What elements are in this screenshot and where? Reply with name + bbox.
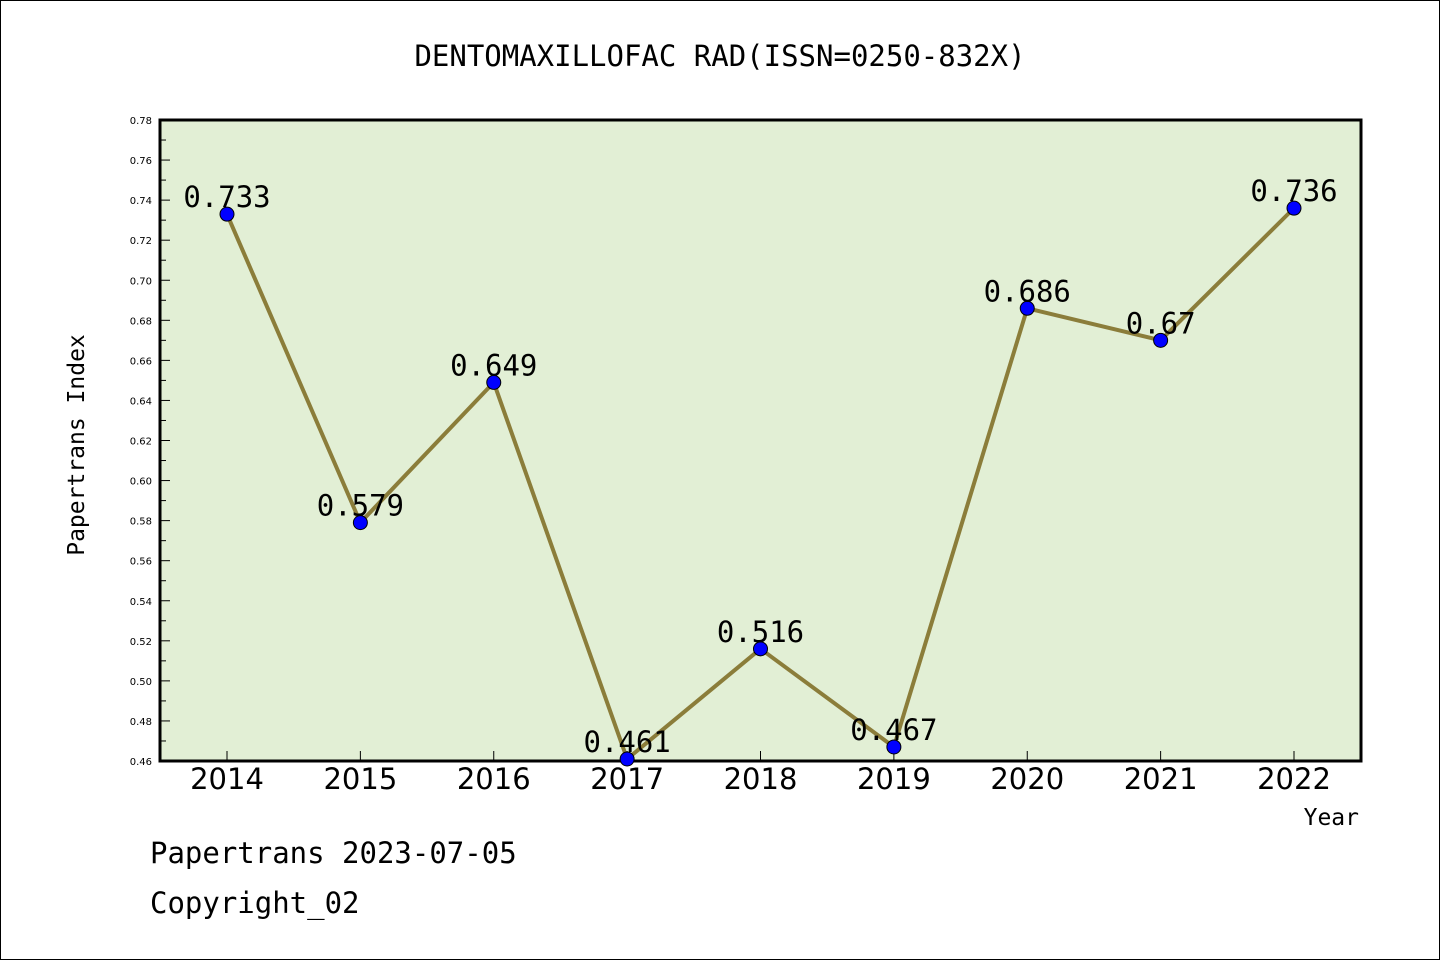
- data-point: [1286, 200, 1302, 216]
- chart-title: DENTOMAXILLOFAC RAD(ISSN=0250-832X): [414, 39, 1025, 73]
- data-label: 0.649: [450, 348, 537, 382]
- data-point: [486, 374, 502, 390]
- data-label: 0.467: [850, 713, 937, 747]
- y-tick-label: 0.70: [130, 276, 152, 287]
- x-axis-label: Year: [1304, 805, 1359, 831]
- y-tick-label: 0.62: [130, 437, 152, 448]
- y-tick-label: 0.60: [130, 477, 152, 488]
- y-tick-label: 0.74: [130, 196, 152, 207]
- y-tick-label: 0.54: [130, 597, 152, 608]
- data-label: 0.67: [1126, 306, 1196, 340]
- y-tick-label: 0.50: [130, 677, 152, 688]
- y-tick-label: 0.78: [130, 116, 152, 127]
- y-tick-label: 0.56: [130, 557, 152, 568]
- footer-date: Papertrans 2023-07-05: [150, 836, 517, 870]
- data-point: [753, 641, 768, 657]
- data-point: [352, 515, 368, 531]
- plot-area: [158, 118, 1363, 763]
- y-tick-label: 0.52: [130, 637, 152, 648]
- data-label: 0.579: [317, 489, 404, 523]
- data-point: [1019, 300, 1035, 316]
- footer-copyright: Copyright_02: [150, 886, 360, 920]
- y-tick-label: 0.76: [130, 156, 152, 167]
- y-tick-label: 0.58: [130, 517, 152, 528]
- data-label: 0.733: [183, 180, 270, 214]
- data-point: [619, 751, 635, 767]
- data-point: [219, 206, 235, 222]
- y-tick-label: 0.72: [130, 236, 152, 247]
- data-labels: 0.733 0.579 0.649 0.461 0.516 0.467 0.686 0.67 0…: [183, 174, 1337, 759]
- x-tick-label: 2021: [1124, 762, 1198, 796]
- y-axis-label: Papertrans Index: [64, 334, 90, 556]
- x-tick-label: 2020: [990, 762, 1064, 796]
- x-tick-label: 2022: [1257, 762, 1331, 796]
- data-points: [219, 200, 1302, 767]
- x-tick-label: 2016: [457, 762, 531, 796]
- y-tick-label: 0.64: [130, 396, 152, 407]
- data-label: 0.686: [984, 274, 1071, 308]
- y-tick-label: 0.48: [130, 717, 152, 728]
- data-label: 0.736: [1250, 174, 1337, 208]
- y-tick-label: 0.46: [130, 757, 152, 768]
- x-tick-label: 2019: [857, 762, 931, 796]
- x-tick-label: 2014: [190, 762, 264, 796]
- data-label: 0.516: [717, 615, 804, 649]
- y-tick-label: 0.66: [130, 356, 152, 367]
- x-tick-label: 2015: [323, 762, 397, 796]
- data-label: 0.461: [583, 725, 670, 759]
- y-axis: 0.46 0.48 0.50 0.52 0.54 0.56 0.58 0.60 0.62 0.64…: [130, 116, 170, 768]
- x-axis: 2014 2015 2016 2017 2018 2019 2020 2021 2022: [190, 751, 1331, 796]
- x-tick-label: 2018: [724, 762, 798, 796]
- x-tick-label: 2017: [590, 762, 664, 796]
- data-point: [886, 739, 902, 755]
- y-tick-label: 0.68: [130, 316, 152, 327]
- data-point: [1153, 332, 1169, 348]
